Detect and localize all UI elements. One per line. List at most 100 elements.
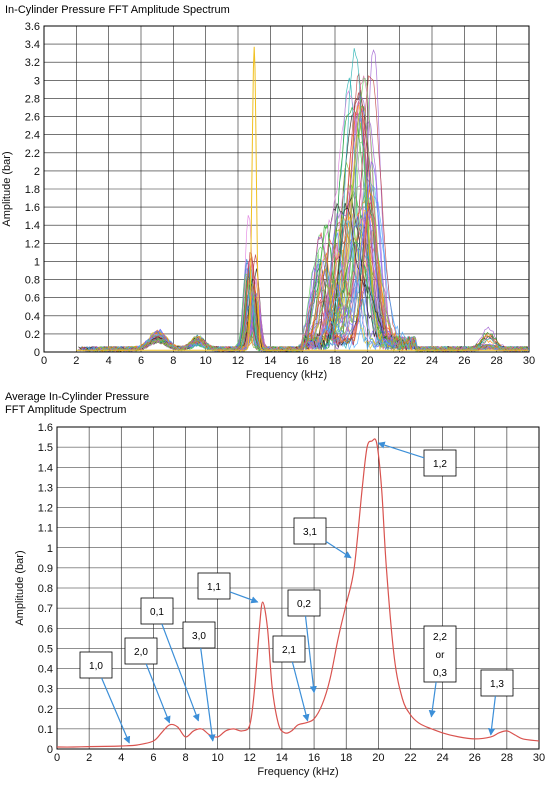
mode-annotation: 0,1: [140, 597, 200, 722]
x-tick-label: 30: [523, 355, 535, 367]
x-tick-label: 26: [469, 752, 481, 764]
annotation-arrow: [325, 540, 352, 559]
x-tick-label: 12: [244, 752, 256, 764]
annotation-box: [423, 449, 457, 477]
annotation-box: [287, 589, 321, 617]
y-tick-label: 2.6: [25, 112, 40, 124]
annotation-arrow: [304, 615, 317, 694]
x-tick-label: 14: [276, 752, 288, 764]
mode-annotation: 3,0: [182, 621, 216, 742]
y-tick-label: 1.4: [25, 220, 40, 232]
annotation-box: [124, 637, 158, 665]
annotation-box: [79, 651, 113, 679]
y-tick-label: 0: [34, 347, 40, 359]
y-tick-label: 0.2: [25, 329, 40, 341]
x-tick-label: 10: [200, 355, 212, 367]
y-tick-label: 1.5: [38, 442, 53, 454]
x-tick-label: 8: [170, 355, 176, 367]
x-axis-label: Frequency (kHz): [257, 766, 338, 778]
x-tick-label: 2: [86, 752, 92, 764]
annotation-label: 2,0: [134, 647, 148, 658]
annotation-label: 1,3: [490, 679, 504, 690]
x-tick-label: 28: [501, 752, 513, 764]
y-tick-label: 0.3: [38, 684, 53, 696]
annotation-label: 0,1: [150, 607, 164, 618]
y-tick-label: 0.4: [25, 311, 40, 323]
annotation-label: 0,2: [297, 599, 311, 610]
average-spectrum-line: [56, 438, 540, 748]
annotation-box: [140, 597, 174, 625]
annotation-label: 2,1: [282, 645, 296, 656]
y-tick-label: 0.4: [38, 664, 53, 676]
y-tick-label: 2.4: [25, 130, 40, 142]
x-tick-label: 4: [106, 355, 112, 367]
x-tick-label: 24: [426, 355, 438, 367]
chart2-title-line1: Average In-Cylinder Pressure: [5, 391, 150, 403]
y-tick-label: 1: [34, 256, 40, 268]
annotation-arrow: [428, 681, 437, 718]
x-tick-label: 14: [264, 355, 276, 367]
y-tick-label: 1: [47, 543, 53, 555]
x-tick-label: 12: [232, 355, 244, 367]
plot-frame: [56, 426, 540, 750]
annotation-label: 2,2: [433, 632, 447, 643]
x-tick-label: 18: [329, 355, 341, 367]
y-tick-label: 1.2: [38, 503, 53, 515]
annotation-label: 0,3: [433, 668, 447, 679]
mode-annotation: 2,0: [124, 637, 171, 724]
annotation-label: 1,0: [89, 661, 103, 672]
annotation-label: or: [436, 650, 446, 661]
annotation-arrow: [161, 623, 200, 722]
x-tick-label: 0: [54, 752, 60, 764]
mode-annotation: 0,2: [287, 589, 321, 694]
y-tick-label: 2.8: [25, 93, 40, 105]
annotation-box: [480, 669, 514, 697]
series-group: [76, 46, 529, 352]
mode-annotation: 1,0: [79, 651, 131, 744]
y-tick-label: 3: [34, 75, 40, 87]
annotation-arrow: [377, 441, 425, 459]
mode-annotation: 1,3: [480, 669, 514, 736]
y-tick-label: 0.9: [38, 563, 53, 575]
chart1-fft-spectrum: 0 2 4 6 8 10 12 14 16 18 20 22 24 26 28 3000.20.40.60.8…: [1, 21, 535, 381]
annotation-arrow: [200, 647, 216, 742]
spectrum-line: [76, 46, 529, 351]
y-axis-label: Amplitude (bar): [1, 151, 13, 226]
annotation-label: 1,1: [207, 582, 221, 593]
x-axis-label: Frequency (kHz): [246, 369, 327, 381]
y-tick-label: 1.3: [38, 482, 53, 494]
x-tick-label: 16: [297, 355, 309, 367]
annotation-box: [272, 635, 306, 663]
x-tick-label: 28: [491, 355, 503, 367]
mode-annotation: 2,1: [272, 635, 310, 722]
annotation-arrow: [101, 677, 131, 744]
x-tick-label: 8: [182, 752, 188, 764]
y-tick-label: 0.6: [38, 623, 53, 635]
annotation-arrow: [291, 661, 310, 722]
spectrum-line: [89, 90, 528, 352]
y-tick-label: 2.2: [25, 148, 40, 160]
x-tick-label: 16: [308, 752, 320, 764]
y-tick-label: 0.6: [25, 293, 40, 305]
annotation-box: [197, 572, 231, 600]
x-tick-label: 24: [436, 752, 448, 764]
y-tick-label: 1.4: [38, 462, 53, 474]
y-tick-label: 1.6: [25, 202, 40, 214]
y-tick-label: 0.8: [38, 583, 53, 595]
mode-annotation: 2,2 or 0,3: [423, 625, 457, 718]
annotation-box: [423, 625, 457, 683]
x-tick-label: 6: [150, 752, 156, 764]
y-tick-label: 1.6: [38, 422, 53, 434]
x-tick-label: 0: [41, 355, 47, 367]
y-tick-label: 3.6: [25, 21, 40, 33]
y-tick-label: 3.4: [25, 39, 40, 51]
annotation-box: [182, 621, 216, 649]
y-tick-label: 0.5: [38, 643, 53, 655]
annotation-arrow: [487, 695, 496, 736]
x-tick-label: 10: [212, 752, 224, 764]
y-tick-label: 1.1: [38, 523, 53, 535]
annotation-label: 1,2: [433, 459, 447, 470]
annotation-arrow: [145, 663, 171, 724]
y-tick-label: 0: [47, 744, 53, 756]
